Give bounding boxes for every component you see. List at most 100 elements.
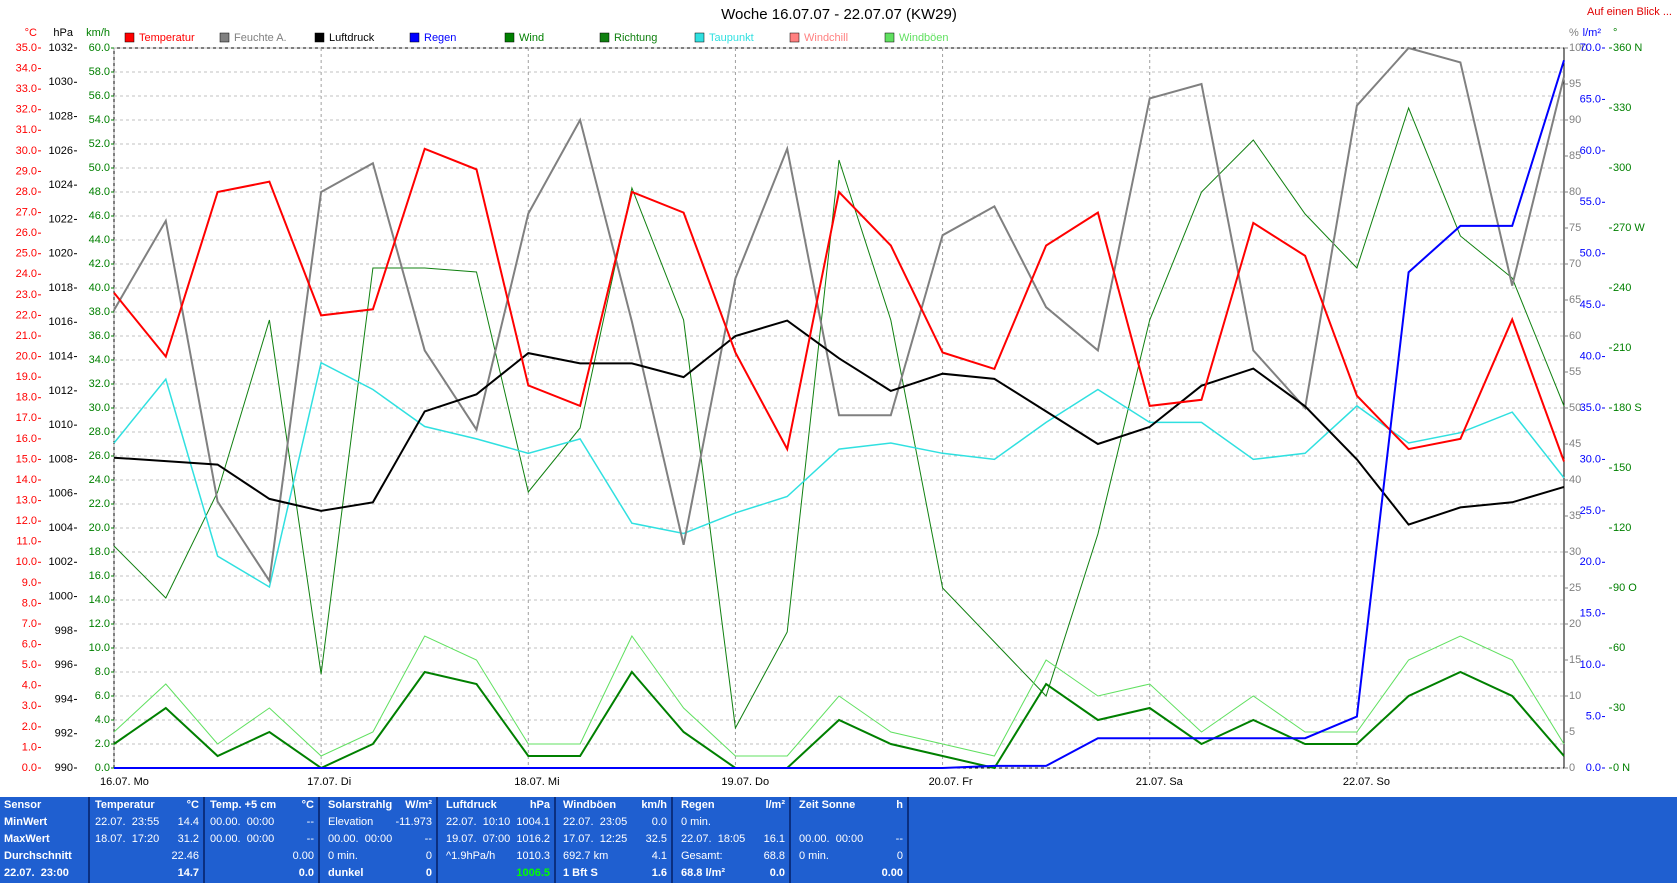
y-tick-label: 9.0 bbox=[22, 577, 37, 589]
cell-value: 0.00 bbox=[881, 867, 903, 879]
y-tick-label: 30.0 bbox=[1580, 453, 1601, 465]
table-column: Zeit Sonne h 00.00. 00:00 -- 0 min. 0 0.00 bbox=[795, 797, 909, 883]
axis-unit: km/h bbox=[86, 27, 110, 39]
y-tick-label: 1014 bbox=[49, 350, 73, 362]
y-tick-label: 18.0 bbox=[16, 392, 37, 404]
row-label: MinWert bbox=[4, 816, 48, 828]
cell-label: 00.00. 00:00 bbox=[799, 833, 864, 845]
cell-value: 0.0 bbox=[298, 867, 314, 879]
y-tick-label: 35.0 bbox=[16, 42, 37, 54]
y-tick-label: 25 bbox=[1569, 582, 1581, 594]
chart-title: Woche 16.07.07 - 22.07.07 (KW29) bbox=[721, 6, 957, 23]
y-tick-label: 27.0 bbox=[16, 206, 37, 218]
y-tick-label: 52.0 bbox=[89, 138, 110, 150]
cell-value: -- bbox=[424, 833, 432, 845]
y-tick-label: 8.0 bbox=[95, 666, 110, 678]
series-line bbox=[113, 46, 1565, 584]
cell-value: 14.4 bbox=[177, 816, 199, 828]
y-tick-label: 45.0 bbox=[1580, 299, 1601, 311]
legend-swatch bbox=[219, 32, 230, 43]
y-tick-label: 29.0 bbox=[16, 165, 37, 177]
y-tick-label: 1020 bbox=[49, 248, 73, 260]
table-column: Luftdruck hPa 22.07. 10:10 1004.1 19.07. 07:… bbox=[442, 797, 556, 883]
series-line bbox=[113, 106, 1565, 730]
y-tick-label: 998 bbox=[55, 625, 73, 637]
table-unit: W/m² bbox=[405, 799, 432, 811]
y-tick-label: 5.0 bbox=[22, 659, 37, 671]
y-tick-label: 30.0 bbox=[89, 402, 110, 414]
axis-unit: % bbox=[1569, 27, 1579, 39]
y-tick-label: 6.0 bbox=[95, 690, 110, 702]
y-tick-label: 28.0 bbox=[16, 186, 37, 198]
y-tick-label: 48.0 bbox=[89, 186, 110, 198]
y-tick-label: 36.0 bbox=[89, 330, 110, 342]
legend-swatch bbox=[789, 32, 800, 43]
cell-value: 32.5 bbox=[645, 833, 667, 845]
y-tick-label: 42.0 bbox=[89, 258, 110, 270]
cell-value: 22.46 bbox=[171, 850, 199, 862]
table-unit: hPa bbox=[529, 799, 550, 811]
legend-label: Temperatur bbox=[139, 32, 195, 44]
y-tick-label: 1.0 bbox=[22, 741, 37, 753]
cell-label: Elevation bbox=[328, 816, 374, 828]
y-tick-label: 12.0 bbox=[89, 618, 110, 630]
row-label: Durchschnitt bbox=[4, 850, 72, 862]
y-tick-label: 1032 bbox=[49, 42, 73, 54]
y-tick-label: 10 bbox=[1569, 690, 1581, 702]
legend-swatch bbox=[504, 32, 515, 43]
y-tick-label: 24.0 bbox=[89, 474, 110, 486]
x-tick-label: 21.07. Sa bbox=[1136, 776, 1184, 788]
y-tick-label: 0 bbox=[1569, 762, 1575, 774]
y-tick-label: 19.0 bbox=[16, 371, 37, 383]
cell-value: 0.0 bbox=[651, 816, 667, 828]
y-tick-label: 8.0 bbox=[22, 597, 37, 609]
cell-label: Gesamt: bbox=[681, 850, 723, 862]
link[interactable]: Auf einen Blick ... bbox=[1587, 6, 1672, 18]
y-tick-label: 16.0 bbox=[89, 570, 110, 582]
cell-label: 18.07. 17:20 bbox=[95, 833, 160, 845]
x-tick-label: 18.07. Mi bbox=[514, 776, 559, 788]
cell-label: 1 Bft S bbox=[563, 867, 598, 879]
y-tick-label: 34.0 bbox=[89, 354, 110, 366]
y-tick-label: 270 W bbox=[1613, 222, 1645, 234]
y-tick-label: 90 bbox=[1569, 114, 1581, 126]
y-tick-label: 26.0 bbox=[16, 227, 37, 239]
series-line bbox=[113, 319, 1565, 526]
cell-label: 22.07. 10:10 bbox=[446, 816, 511, 828]
x-tick-label: 19.07. Do bbox=[721, 776, 769, 788]
y-tick-label: 300 bbox=[1613, 162, 1631, 174]
y-tick-label: 2.0 bbox=[22, 721, 37, 733]
y-tick-label: 17.0 bbox=[16, 412, 37, 424]
y-tick-label: 15.0 bbox=[1580, 608, 1601, 620]
y-tick-label: 10.0 bbox=[1580, 659, 1601, 671]
table-unit: km/h bbox=[641, 799, 667, 811]
cell-label: 22.07. 23:05 bbox=[563, 816, 628, 828]
axis-unit: hPa bbox=[53, 27, 73, 39]
cell-label: 22.07. 23:55 bbox=[95, 816, 160, 828]
y-tick-label: 65.0 bbox=[1580, 93, 1601, 105]
y-tick-label: 210 bbox=[1613, 342, 1631, 354]
y-tick-label: 5 bbox=[1569, 726, 1575, 738]
y-tick-label: 35.0 bbox=[1580, 402, 1601, 414]
cell-value: 0 bbox=[425, 867, 432, 879]
series-line bbox=[113, 147, 1565, 462]
y-tick-label: 240 bbox=[1613, 282, 1631, 294]
table-header: Sensor bbox=[4, 799, 42, 811]
y-tick-label: 40.0 bbox=[1580, 350, 1601, 362]
y-tick-label: 15 bbox=[1569, 654, 1581, 666]
y-tick-label: 4.0 bbox=[22, 680, 37, 692]
series-line bbox=[113, 361, 1565, 589]
y-tick-label: 50.0 bbox=[1580, 248, 1601, 260]
cell-value: 0 bbox=[896, 850, 903, 862]
table-column: Regen l/m² 0 min. 22.07. 18:05 16.1 Gesamt: 68… bbox=[677, 797, 791, 883]
y-tick-label: 14.0 bbox=[16, 474, 37, 486]
y-tick-label: 0.0 bbox=[95, 762, 110, 774]
y-tick-label: 1018 bbox=[49, 282, 73, 294]
y-tick-label: 30 bbox=[1569, 546, 1581, 558]
cell-value: 1010.3 bbox=[516, 850, 550, 862]
cell-value: 4.1 bbox=[651, 850, 667, 862]
y-tick-label: 1008 bbox=[49, 453, 73, 465]
y-tick-label: 1022 bbox=[49, 213, 73, 225]
table-column: Temp. +5 cm °C 00.00. 00:00 -- 00.00. 00:00 -… bbox=[206, 797, 320, 883]
cell-label: 00.00. 00:00 bbox=[328, 833, 393, 845]
